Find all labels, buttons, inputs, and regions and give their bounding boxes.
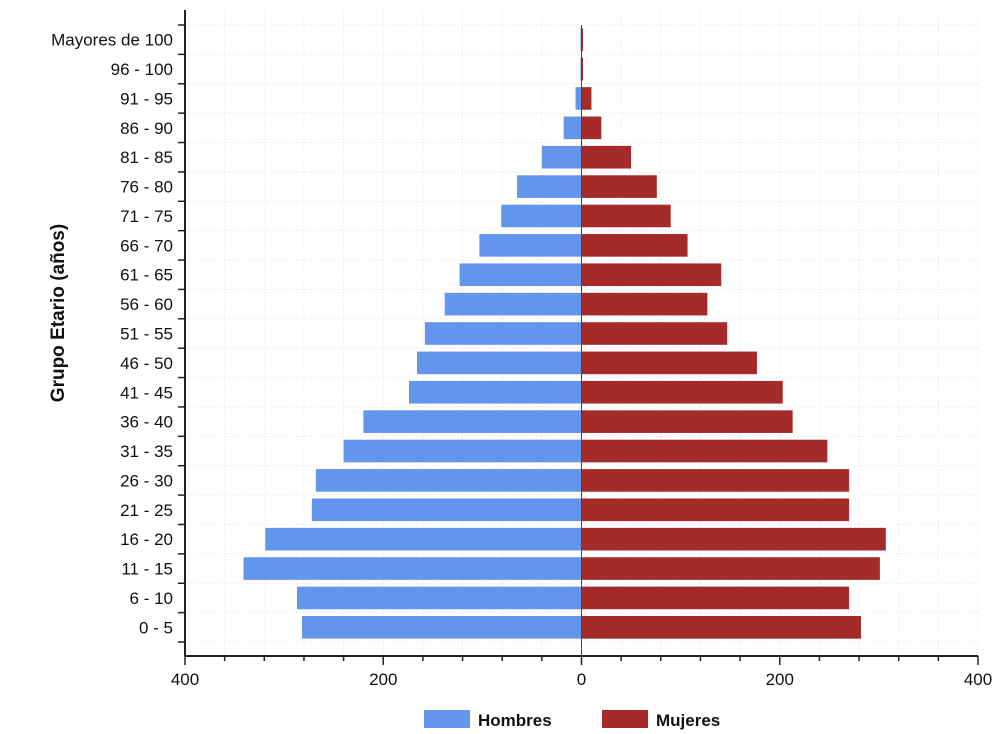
- x-tick-label: 400: [964, 670, 992, 689]
- bar-hombres-9: [416, 351, 582, 375]
- bar-hombres-8: [409, 380, 582, 404]
- bar-mujeres-17: [581, 116, 602, 140]
- legend-swatch-hombres: [424, 710, 470, 728]
- bar-hombres-16: [541, 145, 582, 169]
- bar-mujeres-1: [581, 586, 850, 610]
- bar-hombres-1: [297, 586, 582, 610]
- category-labels: 0 - 5 6 - 10 11 - 15 16 - 20 21 - 25 26 - 30 3…: [51, 31, 173, 638]
- x-tick-label: 400: [171, 670, 199, 689]
- bar-mujeres-19: [581, 57, 583, 81]
- x-tick-label: 200: [369, 670, 397, 689]
- bar-hombres-2: [243, 557, 582, 580]
- category-label: 6 - 10: [130, 589, 173, 608]
- category-label: 66 - 70: [120, 236, 173, 255]
- legend-label-mujeres: Mujeres: [656, 711, 720, 730]
- category-label: 61 - 65: [120, 266, 173, 285]
- bar-mujeres-15: [581, 175, 657, 198]
- bar-hombres-14: [501, 204, 582, 228]
- legend-label-hombres: Hombres: [478, 711, 552, 730]
- bar-mujeres-18: [581, 87, 592, 110]
- category-label: 91 - 95: [120, 89, 173, 108]
- bar-mujeres-14: [581, 204, 671, 228]
- bar-mujeres-12: [581, 263, 722, 287]
- bar-hombres-3: [265, 527, 582, 551]
- category-label: 86 - 90: [120, 119, 173, 138]
- legend-swatch-mujeres: [602, 710, 648, 728]
- bar-mujeres-10: [581, 322, 728, 345]
- category-label: 26 - 30: [120, 471, 173, 490]
- category-label: 16 - 20: [120, 530, 173, 549]
- axes-group: [178, 10, 979, 665]
- legend: Hombres Mujeres: [424, 710, 720, 730]
- bar-mujeres-4: [581, 498, 850, 522]
- bar-hombres-5: [315, 469, 582, 492]
- bar-hombres-13: [479, 234, 582, 257]
- bar-mujeres-8: [581, 380, 783, 404]
- category-label: 96 - 100: [111, 60, 173, 79]
- category-label: 0 - 5: [139, 618, 173, 637]
- bar-mujeres-3: [581, 527, 886, 551]
- bar-mujeres-2: [581, 557, 880, 580]
- bar-mujeres-16: [581, 145, 632, 169]
- bar-mujeres-13: [581, 234, 688, 257]
- bar-hombres-18: [575, 87, 582, 110]
- bar-mujeres-20: [581, 28, 583, 52]
- category-label: 81 - 85: [120, 148, 173, 167]
- bar-hombres-0: [301, 615, 582, 639]
- bar-hombres-7: [363, 410, 582, 433]
- y-axis-title: Grupo Etario (años): [48, 224, 69, 402]
- category-label: 36 - 40: [120, 413, 173, 432]
- bar-hombres-12: [459, 263, 582, 287]
- bar-hombres-15: [517, 175, 582, 198]
- bar-mujeres-11: [581, 292, 708, 316]
- category-label: 76 - 80: [120, 178, 173, 197]
- category-label: 11 - 15: [121, 560, 173, 579]
- bar-hombres-6: [343, 439, 582, 463]
- bar-mujeres-7: [581, 410, 793, 433]
- bar-mujeres-9: [581, 351, 757, 375]
- category-label: 31 - 35: [120, 442, 173, 461]
- category-label: 51 - 55: [120, 325, 173, 344]
- category-label: 21 - 25: [120, 501, 173, 520]
- category-label: 46 - 50: [120, 354, 173, 373]
- category-label: 41 - 45: [120, 383, 173, 402]
- bar-hombres-4: [311, 498, 582, 522]
- category-label: 71 - 75: [120, 207, 173, 226]
- bar-mujeres-5: [581, 469, 850, 492]
- x-tick-label: 200: [766, 670, 794, 689]
- x-tick-labels: 400 200 0 200 400: [171, 670, 992, 689]
- bar-mujeres-6: [581, 439, 828, 463]
- category-label: 56 - 60: [120, 295, 173, 314]
- x-tick-label: 0: [577, 670, 586, 689]
- bar-mujeres-0: [581, 615, 862, 639]
- bar-hombres-11: [444, 292, 582, 316]
- bars-group: [243, 28, 886, 639]
- bar-hombres-17: [563, 116, 582, 140]
- bar-hombres-10: [424, 322, 582, 345]
- category-label: Mayores de 100: [51, 31, 173, 50]
